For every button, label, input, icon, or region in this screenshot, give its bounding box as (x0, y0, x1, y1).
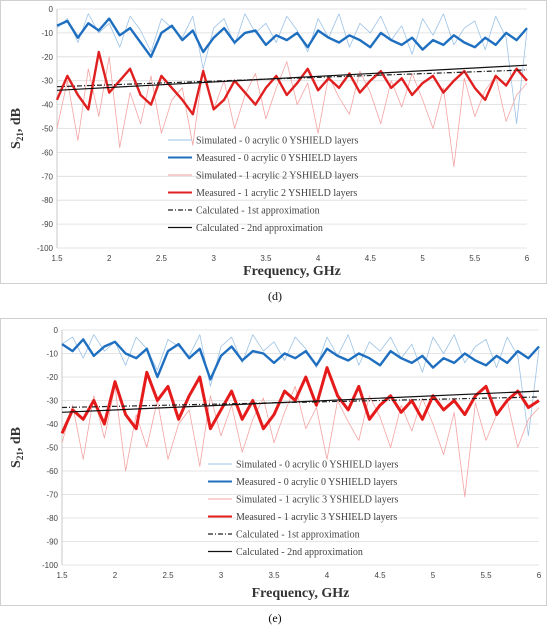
y-tick-label: -60 (46, 467, 58, 476)
chart-panel-d: 0 -10 -20 -30 -40 -50 -60 -70 -80 -90 -100 1.5 2 2.5 3… (0, 0, 550, 285)
y-tick-label: -40 (41, 101, 53, 110)
y-tick-label: -90 (46, 538, 58, 547)
x-tick-label: 5.5 (469, 254, 481, 263)
series-line-2 (56, 56, 528, 168)
x-tick-label: 2 (107, 254, 112, 263)
legend-entry-1: Measured - 0 acrylic 0 YSHIELD layers (196, 153, 357, 164)
y-axis-title: S21, dB (9, 427, 25, 468)
x-tick-label: 4 (325, 571, 330, 580)
series-line-1 (56, 17, 528, 58)
series-line-0 (61, 334, 540, 437)
legend-entry-3: Measured - 1 acrylic 2 YSHIELD layers (196, 188, 357, 199)
legend-entry-5: Calculated - 2nd approximation (196, 223, 323, 234)
x-tick-label: 3.5 (268, 571, 280, 580)
x-axis-title: Frequency, GHz (243, 264, 341, 279)
series-line-0 (56, 13, 528, 125)
legend-entry-0: Simulated - 0 acrylic 0 YSHIELD layers (236, 460, 398, 471)
series-line-2 (61, 386, 540, 498)
legend-entry-2: Simulated - 1 acrylic 3 YSHIELD layers (236, 495, 398, 506)
x-tick-label: 2 (113, 571, 118, 580)
x-tick-label: 5.5 (480, 571, 492, 580)
x-tick-label: 1.5 (56, 571, 68, 580)
y-tick-label: -70 (46, 491, 58, 500)
x-tick-label: 3 (211, 254, 216, 263)
y-axis-title-main: S (9, 460, 24, 468)
x-tick-label: 4.5 (374, 571, 386, 580)
caption-e: (e) (268, 611, 282, 625)
y-axis-title-sub: 21 (15, 451, 25, 461)
y-tick-label: -20 (41, 53, 53, 62)
y-tick-label: -10 (46, 350, 58, 359)
series-line-4 (61, 396, 540, 409)
x-tick-label: 5 (420, 254, 425, 263)
series-line-3 (60, 366, 540, 435)
y-tick-label: -60 (41, 148, 53, 157)
series-line-5 (61, 390, 540, 413)
chart-frame (0, 0, 547, 284)
caption-d: (d) (268, 289, 282, 303)
y-tick-label: -100 (42, 561, 59, 570)
legend-entry-4: Calculated - 1st approximation (236, 530, 360, 541)
series-line-4 (56, 69, 528, 88)
y-tick-label: -50 (41, 125, 53, 134)
chart-panel-e: 0 -10 -20 -30 -40 -50 -60 -70 -80 -90 -100 1.5 2 2.5 3… (0, 318, 550, 607)
y-axis-title-tail: , dB (9, 427, 24, 451)
x-tick-label: 2.5 (156, 254, 168, 263)
series-line-5 (56, 64, 528, 91)
legend-entry-5: Calculated - 2nd approximation (236, 547, 363, 558)
x-tick-label: 6 (537, 571, 542, 580)
legend-entry-0: Simulated - 0 acrylic 0 YSHIELD layers (196, 136, 358, 147)
y-axis-title: S21, dB (9, 108, 25, 149)
y-tick-label: -100 (37, 244, 54, 253)
legend-entry-4: Calculated - 1st approximation (196, 206, 320, 217)
legend-entry-1: Measured - 0 acrylic 0 YSHIELD layers (236, 477, 397, 488)
y-tick-label: -30 (41, 77, 53, 86)
x-tick-label: 1.5 (51, 254, 63, 263)
y-tick-label: -40 (46, 420, 58, 429)
series-line-1 (61, 338, 540, 381)
y-tick-label: -80 (46, 514, 58, 523)
y-axis-title-sub: 21 (15, 132, 25, 142)
series-line-3 (55, 50, 528, 116)
y-tick-label: 0 (54, 326, 59, 335)
y-tick-label: -90 (41, 220, 53, 229)
x-axis-title: Frequency, GHz (252, 586, 350, 601)
y-axis-title-main: S (9, 141, 24, 149)
y-axis-title-tail: , dB (9, 108, 24, 132)
y-tick-label: -20 (46, 373, 58, 382)
legend-entry-2: Simulated - 1 acrylic 2 YSHIELD layers (196, 171, 358, 182)
y-tick-label: -30 (46, 397, 58, 406)
y-tick-label: -10 (41, 29, 53, 38)
y-tick-label: 0 (49, 5, 54, 14)
y-tick-label: -70 (41, 172, 53, 181)
legend-entry-3: Measured - 1 acrylic 3 YSHIELD layers (236, 512, 397, 523)
x-tick-label: 4 (316, 254, 321, 263)
x-tick-label: 3.5 (260, 254, 272, 263)
x-tick-label: 4.5 (365, 254, 377, 263)
x-tick-label: 2.5 (162, 571, 174, 580)
x-tick-label: 3 (219, 571, 224, 580)
chart-frame (0, 318, 547, 606)
y-tick-label: -80 (41, 196, 53, 205)
x-tick-label: 6 (525, 254, 530, 263)
y-tick-label: -50 (46, 444, 58, 453)
x-tick-label: 5 (431, 571, 436, 580)
